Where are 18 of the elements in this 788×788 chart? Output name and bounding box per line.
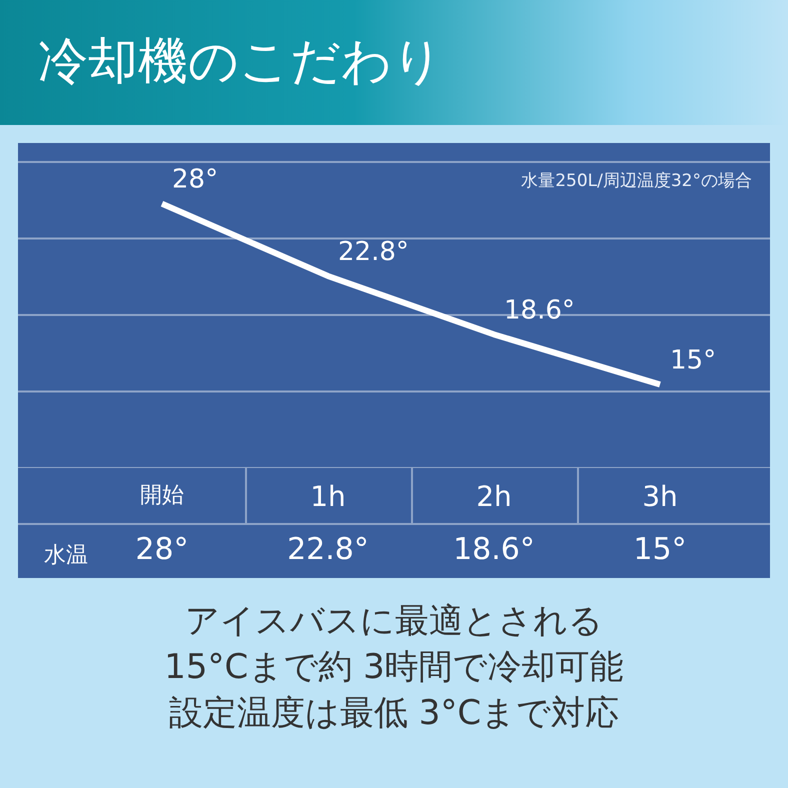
text: 18.6° <box>504 295 575 326</box>
annotation: 水量250L/周辺温度32°の場合 <box>521 170 752 192</box>
text: 水温 <box>44 542 88 570</box>
text: 22.8° <box>338 237 409 268</box>
text: 15°Cまで約 3時間で冷却可能 <box>163 646 625 689</box>
data-label: 28° <box>135 532 189 567</box>
x-tick-label: 1h <box>309 480 347 513</box>
chart-title: 冷却機のこだわり <box>38 31 443 92</box>
data-label: 15° <box>632 532 688 567</box>
data-label: 22.8° <box>286 532 370 567</box>
x-tick-label: 開始 <box>139 482 185 510</box>
x-tick-label: 2h <box>475 480 513 513</box>
text: 設定温度は最低 3°Cまで対応 <box>168 692 620 735</box>
x-tick-label: 3h <box>641 480 679 513</box>
text: 28° <box>172 164 218 195</box>
data-label: 18.6° <box>452 532 536 567</box>
text: アイスバスに最適とされる <box>184 600 604 643</box>
text: 15° <box>670 346 716 376</box>
